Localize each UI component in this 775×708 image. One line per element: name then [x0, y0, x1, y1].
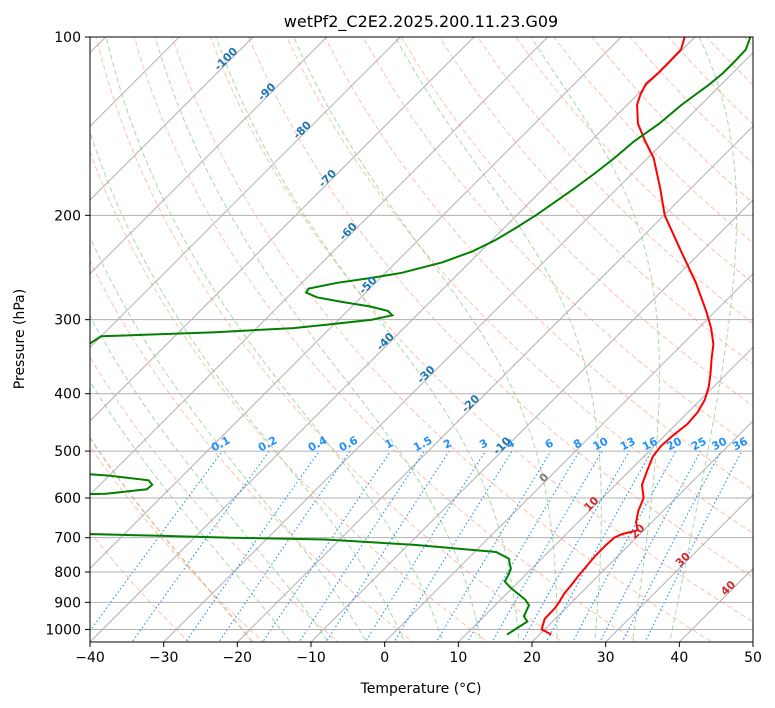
y-tick-label: 300: [54, 313, 81, 329]
dry-adiabat: [90, 445, 265, 642]
mixing-ratio-label: 16: [640, 435, 660, 454]
dry-adiabat: [95, 37, 564, 642]
dry-adiabat: [171, 37, 713, 642]
moist-adiabat: [90, 314, 329, 642]
chart-title: wetPf2_C2E2.2025.200.11.23.G09: [284, 12, 558, 32]
plot-area: [90, 37, 753, 642]
isotherm: [310, 199, 753, 642]
mixing-ratio-label: 30: [710, 435, 730, 454]
dry-adiabat: [515, 37, 753, 284]
y-tick-label: 900: [54, 595, 81, 611]
isotherm: [90, 37, 696, 642]
x-axis: −40 −30 −20 −10 0 10 20 30 40 50: [75, 642, 762, 666]
x-tick-label: 40: [670, 650, 688, 666]
y-tick-label: 400: [54, 387, 81, 403]
temperature-line: [540, 37, 715, 636]
mixing-ratio-label: 13: [618, 435, 638, 454]
dewpoint-line: [90, 37, 752, 636]
y-tick-label: 700: [54, 531, 81, 547]
isotherm: [90, 37, 328, 275]
y-tick-label: 500: [54, 444, 81, 460]
moist-adiabat: [530, 37, 660, 642]
dry-adiabat: [248, 37, 753, 578]
moist-adiabat: [154, 37, 482, 642]
moist-adiabat: [215, 37, 520, 642]
profile-series: [90, 37, 752, 636]
x-tick-label: 20: [523, 650, 541, 666]
isotherm: [531, 420, 753, 642]
y-tick-label: 800: [54, 565, 81, 581]
x-tick-label: 10: [449, 650, 467, 666]
x-tick-label: 30: [597, 650, 615, 666]
plot-frame: [89, 36, 754, 643]
dry-adiabat: [133, 37, 638, 642]
dry-adiabat: [400, 37, 753, 407]
mixing-ratio-label: 20: [664, 434, 684, 453]
x-tick-label: −20: [223, 650, 253, 666]
isotherm: [90, 37, 181, 128]
isotherm: [236, 125, 753, 642]
moist-adiabat: [669, 37, 738, 642]
x-tick-label: 0: [380, 650, 389, 666]
y-axis: 100 200 300 400 500 600 700 800 900 1000: [45, 30, 90, 638]
isotherm: [457, 346, 753, 642]
x-tick-label: −10: [296, 650, 326, 666]
isotherm: [604, 493, 753, 642]
y-axis-title: Pressure (hPa): [12, 289, 28, 389]
moist-adiabat: [105, 37, 444, 642]
y-tick-label: 200: [54, 208, 81, 224]
mixing-ratio-label: 36: [730, 435, 750, 454]
isotherm: [90, 37, 254, 201]
isotherm: [383, 272, 753, 642]
dry-adiabat: [477, 37, 753, 325]
y-tick-label: 600: [54, 491, 81, 507]
mixing-ratio-label: 10: [591, 434, 611, 453]
isotherm: [90, 37, 475, 422]
y-tick-label: 100: [54, 30, 81, 46]
dry-adiabat: [90, 531, 190, 642]
moist-adiabat: [90, 235, 367, 642]
dry-adiabat: [90, 259, 414, 642]
x-tick-label: −40: [75, 650, 105, 666]
isotherm: [90, 37, 549, 496]
isotherm: [90, 37, 402, 349]
isotherm: [90, 37, 623, 570]
isotherm: [162, 51, 753, 642]
dry-adiabat: [362, 37, 753, 449]
x-axis-title: Temperature (°C): [360, 681, 482, 697]
x-tick-label: 50: [744, 650, 762, 666]
y-tick-label: 1000: [45, 622, 81, 638]
mixing-ratio-label: 25: [689, 435, 709, 454]
x-tick-label: −30: [149, 650, 179, 666]
